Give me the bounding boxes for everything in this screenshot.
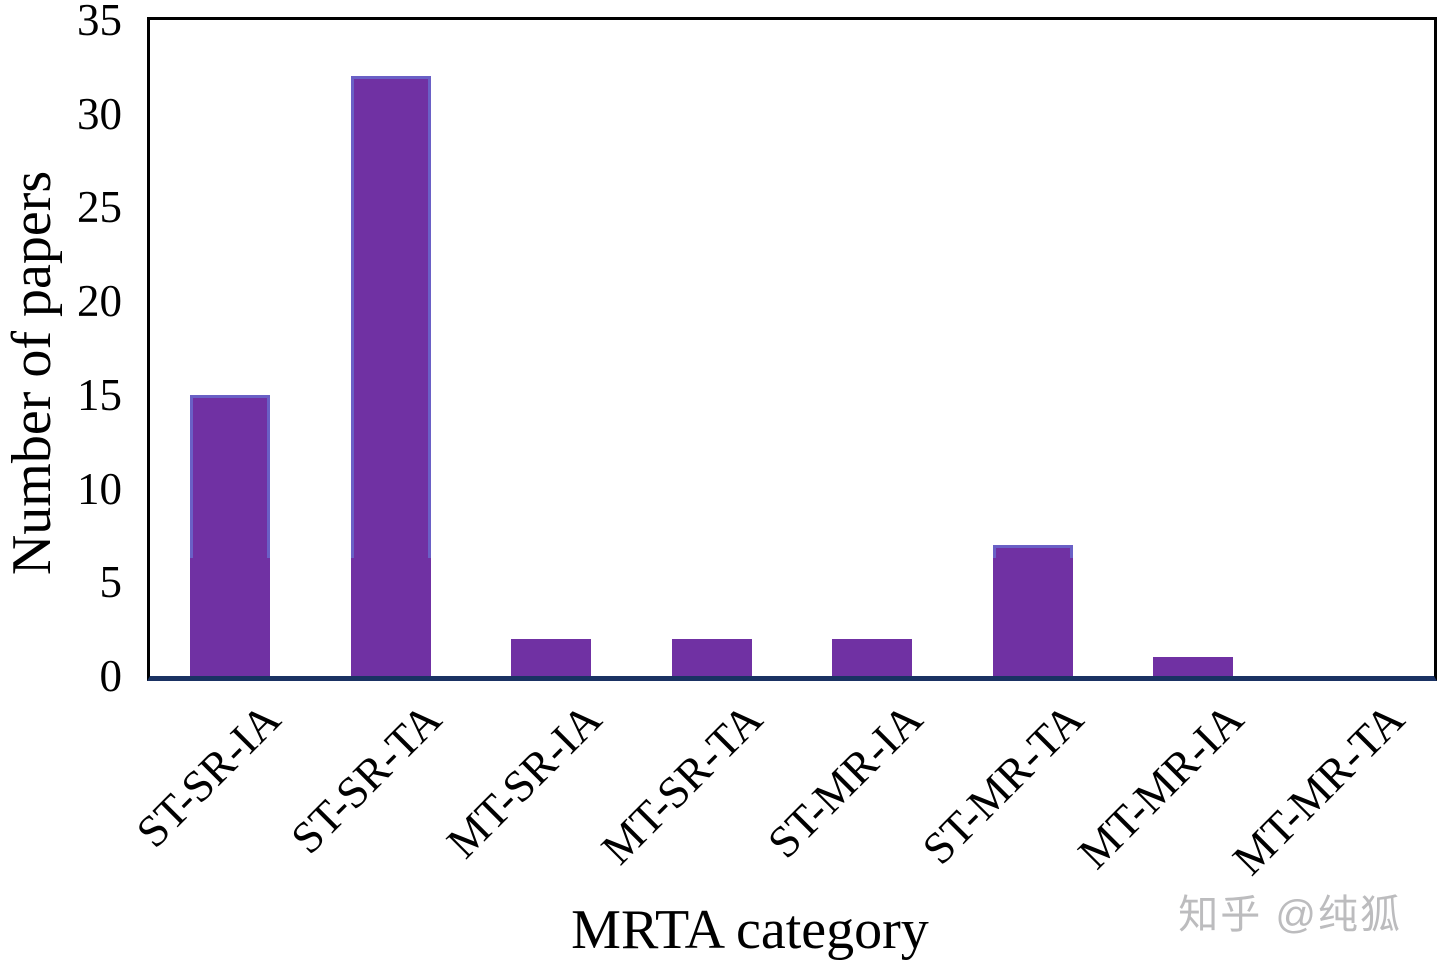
bar-edge-artifact bbox=[350, 76, 431, 558]
x-tick-label-st-sr-ta: ST-SR-TA bbox=[281, 693, 451, 864]
bar-mt-sr-ia bbox=[511, 638, 592, 676]
bar-edge-artifact bbox=[992, 544, 1073, 558]
x-tick-label-mt-sr-ta: MT-SR-TA bbox=[591, 693, 772, 874]
bar-st-mr-ta bbox=[992, 544, 1073, 676]
y-tick-label: 35 bbox=[77, 0, 122, 45]
bar-st-mr-ia bbox=[832, 638, 913, 676]
bar-mt-mr-ia bbox=[1153, 657, 1234, 676]
x-tick-label-st-mr-ia: ST-MR-IA bbox=[758, 693, 933, 868]
y-tick-label: 30 bbox=[77, 88, 122, 139]
bar-mt-sr-ta bbox=[671, 638, 752, 676]
y-tick-label: 15 bbox=[77, 369, 122, 420]
y-tick-label: 25 bbox=[77, 182, 122, 233]
y-tick-label: 20 bbox=[77, 276, 122, 327]
x-tick-label-mt-mr-ta: MT-MR-TA bbox=[1223, 693, 1414, 885]
x-tick-label-mt-sr-ia: MT-SR-IA bbox=[437, 693, 612, 868]
x-axis-title: MRTA category bbox=[571, 899, 929, 961]
y-tick-label: 0 bbox=[99, 651, 123, 701]
bar-edge-artifact bbox=[190, 394, 271, 558]
watermark-zhihu: 知乎 @纯狐 bbox=[1178, 893, 1402, 937]
y-tick-label: 5 bbox=[99, 557, 123, 608]
x-tick-label-st-sr-ia: ST-SR-IA bbox=[127, 693, 291, 857]
x-tick-label-st-mr-ta: ST-MR-TA bbox=[912, 693, 1093, 874]
bar-st-sr-ia bbox=[190, 394, 271, 676]
bar-st-sr-ta bbox=[350, 76, 431, 676]
y-tick-label: 10 bbox=[77, 463, 122, 514]
plot-area bbox=[147, 17, 1437, 681]
